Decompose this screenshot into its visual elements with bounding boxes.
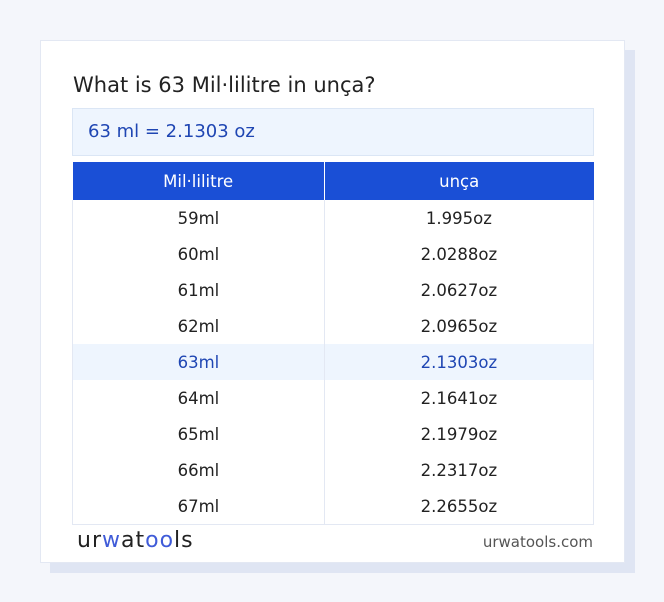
site-link[interactable]: urwatools.com	[482, 533, 593, 551]
table-row: 66ml 2.2317oz	[72, 452, 595, 488]
ml-cell: 64ml	[72, 380, 325, 416]
column-header-oz: unça	[324, 162, 594, 200]
oz-cell: 2.2655oz	[323, 488, 595, 525]
oz-cell: 2.0288oz	[323, 236, 595, 272]
table-row: 65ml 2.1979oz	[72, 416, 595, 452]
oz-cell: 2.1303oz	[323, 344, 595, 380]
ml-cell: 60ml	[72, 236, 325, 272]
table-row: 64ml 2.1641oz	[72, 380, 595, 416]
result-box: 63 ml = 2.1303 oz	[72, 108, 594, 156]
table-row: 63ml 2.1303oz	[72, 344, 595, 380]
converter-card: What is 63 Mil·lilitre in unça? 63 ml = …	[40, 40, 625, 563]
ml-cell: 66ml	[72, 452, 325, 488]
table-row: 61ml 2.0627oz	[72, 272, 595, 308]
table-row: 67ml 2.2655oz	[72, 488, 595, 525]
ml-cell: 61ml	[72, 272, 325, 308]
oz-cell: 1.995oz	[323, 200, 595, 236]
ml-cell: 63ml	[72, 344, 325, 380]
oz-cell: 2.1979oz	[323, 416, 595, 452]
column-header-ml: Mil·lilitre	[72, 162, 325, 200]
table-row: 62ml 2.0965oz	[72, 308, 595, 344]
ml-cell: 62ml	[72, 308, 325, 344]
urwatools-logo[interactable]: urwatools	[77, 528, 194, 553]
table-row: 59ml 1.995oz	[72, 200, 595, 236]
table-row: 60ml 2.0288oz	[72, 236, 595, 272]
oz-cell: 2.0965oz	[323, 308, 595, 344]
conversion-table: Mil·lilitre unça 59ml 1.995oz 60ml 2.0288oz…	[72, 162, 595, 525]
oz-cell: 2.2317oz	[323, 452, 595, 488]
ml-cell: 59ml	[72, 200, 325, 236]
oz-cell: 2.1641oz	[323, 380, 595, 416]
ml-cell: 65ml	[72, 416, 325, 452]
page-title: What is 63 Mil·lilitre in unça?	[73, 73, 376, 97]
ml-cell: 67ml	[72, 488, 325, 525]
oz-cell: 2.0627oz	[323, 272, 595, 308]
